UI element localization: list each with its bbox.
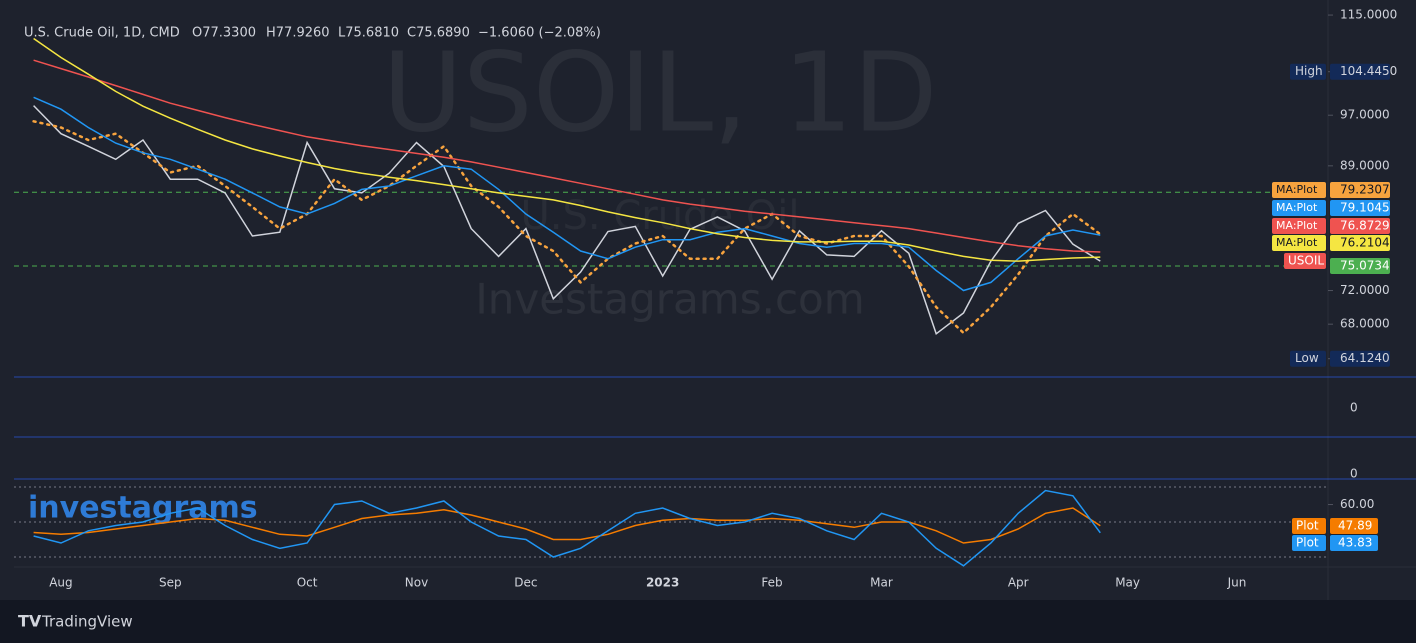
- x-tick-label: 2023: [646, 576, 679, 590]
- pane-tick-label: 0: [1350, 467, 1358, 481]
- ma-value-bg: [1330, 235, 1390, 251]
- x-tick-label: Jun: [1227, 576, 1247, 590]
- series-line: [33, 37, 1101, 262]
- extreme-label: Low: [1295, 351, 1319, 365]
- x-tick-label: May: [1115, 576, 1140, 590]
- x-tick-label: Nov: [405, 576, 428, 590]
- series-line: [33, 489, 1101, 567]
- symbol-label: USOIL: [1288, 254, 1324, 268]
- ma-value-bg: [1330, 200, 1390, 216]
- ma-value: 76.8729: [1340, 219, 1390, 233]
- tv-logo-mark: TV: [18, 612, 42, 631]
- extreme-label-bg: [1290, 350, 1326, 367]
- ohlc-low: L75.6810: [338, 26, 399, 41]
- extreme-value: 64.1240: [1340, 351, 1390, 365]
- y-tick-label: 72.0000: [1340, 283, 1390, 297]
- plot-label-bg: [1292, 518, 1326, 534]
- plot-label: Plot: [1296, 519, 1319, 533]
- ohlc-open: O77.3300: [192, 26, 256, 41]
- watermark-symbol: USOIL, 1D: [382, 28, 937, 156]
- series-line: [33, 105, 1101, 336]
- plot-label: Plot: [1296, 536, 1319, 550]
- plot-label-bg: [1292, 535, 1326, 551]
- ma-label: MA:Plot: [1276, 219, 1318, 232]
- x-tick-label: Mar: [870, 576, 893, 590]
- plot-value: 47.89: [1338, 519, 1372, 533]
- ohlc-change: −1.6060 (−2.08%): [478, 26, 601, 41]
- y-tick-label: 60.00: [1340, 497, 1374, 511]
- symbol-label-bg: [1284, 253, 1326, 269]
- ma-label: MA:Plot: [1276, 183, 1318, 196]
- price-label: 75.0734: [1340, 258, 1390, 272]
- y-tick-label: 97.0000: [1340, 108, 1390, 122]
- footer-brand: TradingView: [41, 613, 133, 631]
- x-tick-label: Dec: [514, 576, 537, 590]
- ma-label: MA:Plot: [1276, 236, 1318, 249]
- extreme-label: High: [1295, 64, 1323, 78]
- x-tick-label: Oct: [297, 576, 318, 590]
- plot-value-bg: [1330, 518, 1378, 534]
- plot-value-bg: [1330, 535, 1378, 551]
- series-line: [33, 59, 1101, 253]
- extreme-value-bg: [1330, 63, 1390, 80]
- ma-value: 79.1045: [1340, 201, 1390, 215]
- ma-label-bg: [1272, 182, 1326, 198]
- footer-bar: [0, 600, 1416, 643]
- x-tick-label: Sep: [159, 576, 182, 590]
- chart-background: [0, 0, 1416, 600]
- ma-value: 76.2104: [1340, 236, 1390, 250]
- watermark-site: Investagrams.com: [475, 275, 864, 324]
- symbol-title: U.S. Crude Oil, 1D, CMD: [24, 26, 180, 41]
- x-tick-label: Feb: [761, 576, 782, 590]
- ma-label-bg: [1272, 235, 1326, 251]
- y-tick-label: 89.0000: [1340, 158, 1390, 172]
- x-tick-label: Aug: [49, 576, 72, 590]
- y-tick-label: 115.0000: [1340, 8, 1397, 22]
- ma-label-bg: [1272, 218, 1326, 234]
- price-label-bg: [1330, 257, 1390, 274]
- extreme-label-bg: [1290, 63, 1326, 80]
- series-line: [32, 120, 1102, 335]
- ma-label: MA:Plot: [1276, 201, 1318, 214]
- series-line: [33, 96, 1101, 292]
- y-tick-label: 68.0000: [1340, 317, 1390, 331]
- ohlc-high: H77.9260: [266, 26, 330, 41]
- ohlc-close: C75.6890: [407, 26, 470, 41]
- extreme-value-bg: [1330, 350, 1390, 367]
- ma-value-bg: [1330, 182, 1390, 198]
- extreme-value: 104.4450: [1340, 64, 1397, 78]
- pane-tick-label: 0: [1350, 401, 1358, 415]
- x-tick-label: Apr: [1008, 576, 1029, 590]
- plot-value: 43.83: [1338, 536, 1372, 550]
- ma-label-bg: [1272, 200, 1326, 216]
- ma-value: 79.2307: [1340, 183, 1390, 197]
- series-line: [33, 507, 1101, 544]
- ma-value-bg: [1330, 218, 1390, 234]
